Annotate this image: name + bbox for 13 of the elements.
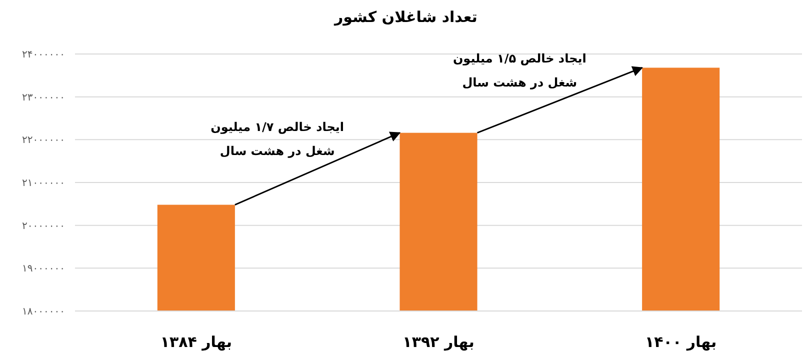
x-tick-label: بهار ۱۳۸۴ <box>160 333 232 351</box>
x-tick-label: بهار ۱۳۹۲ <box>402 333 474 351</box>
y-tick-label: ۲۰۰۰۰۰۰۰ <box>22 220 65 232</box>
y-tick-label: ۱۸۰۰۰۰۰۰ <box>22 306 65 318</box>
y-tick-label: ۱۹۰۰۰۰۰۰ <box>22 264 65 275</box>
y-tick-label: ۲۳۰۰۰۰۰۰ <box>22 92 65 104</box>
x-tick-label: بهار ۱۴۰۰ <box>645 333 717 351</box>
y-tick-label: ۲۱۰۰۰۰۰۰ <box>22 178 65 189</box>
y-tick-label: ۲۴۰۰۰۰۰۰ <box>22 50 65 60</box>
annotation: ایجاد خالص ۱/۵ میلیون شغل در هشت سال <box>452 51 586 90</box>
annotation: ایجاد خالص ۱/۷ میلیون شغل در هشت سال <box>210 120 344 158</box>
chart-title: تعداد شاغلان کشور <box>334 8 478 26</box>
y-tick-label: ۲۲۰۰۰۰۰۰ <box>22 135 65 146</box>
